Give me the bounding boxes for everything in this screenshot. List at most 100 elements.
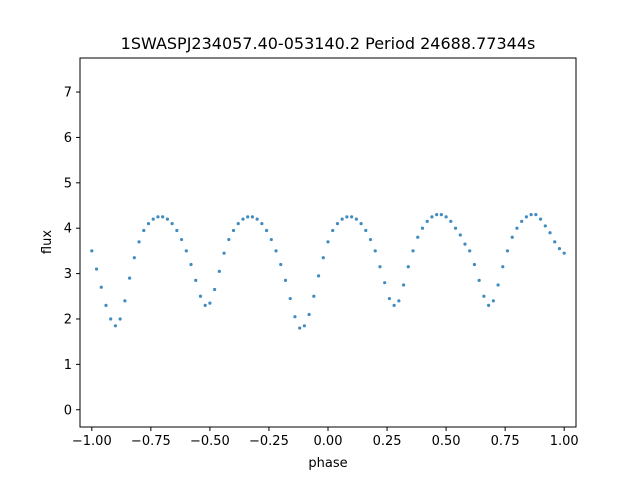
data-point <box>468 249 472 253</box>
data-point <box>463 242 467 246</box>
data-point <box>231 228 236 233</box>
data-point <box>274 249 278 253</box>
data-point <box>165 217 169 221</box>
data-point <box>453 226 458 230</box>
data-point <box>151 217 155 221</box>
x-tick-label: 0.25 <box>373 434 402 449</box>
data-point <box>501 265 505 269</box>
data-point <box>477 278 481 282</box>
y-axis-label: flux <box>40 230 55 254</box>
y-tick-label: 6 <box>64 131 72 146</box>
data-point <box>222 251 226 255</box>
data-point <box>543 224 547 228</box>
chart-title: 1SWASPJ234057.40-053140.2 Period 24688.7… <box>121 34 536 53</box>
data-point <box>279 262 283 267</box>
data-point <box>487 303 491 307</box>
data-point <box>90 249 94 253</box>
data-point <box>482 294 486 298</box>
data-point <box>298 326 302 330</box>
data-point <box>534 212 538 217</box>
data-point <box>354 217 358 221</box>
data-point <box>208 301 212 305</box>
data-point <box>227 237 231 242</box>
data-point <box>491 299 495 303</box>
data-point <box>260 222 264 226</box>
data-point <box>246 215 250 219</box>
data-point <box>161 215 165 219</box>
x-axis-label: phase <box>308 456 347 471</box>
data-point <box>99 285 103 289</box>
data-point <box>520 219 524 223</box>
data-point <box>345 215 349 219</box>
data-point <box>383 281 387 285</box>
data-point <box>179 237 184 242</box>
data-point <box>104 303 108 307</box>
y-tick-label: 7 <box>64 86 72 101</box>
data-point <box>378 265 382 269</box>
data-point <box>255 217 259 221</box>
data-point <box>302 324 306 328</box>
data-point <box>156 215 160 219</box>
data-point <box>529 212 533 217</box>
data-point <box>321 256 325 260</box>
data-point <box>137 240 141 244</box>
data-point <box>505 249 510 253</box>
data-point <box>146 222 151 226</box>
data-point <box>548 231 552 235</box>
data-point <box>538 217 543 221</box>
x-tick-label: 0.75 <box>491 434 520 449</box>
x-tick-label: −0.50 <box>190 434 230 449</box>
y-tick-label: 3 <box>64 267 72 282</box>
data-point <box>184 249 188 253</box>
x-tick-label: 0.00 <box>314 434 343 449</box>
data-point <box>236 222 240 226</box>
data-point <box>449 219 453 223</box>
data-point <box>335 222 340 226</box>
y-tick-label: 0 <box>64 403 72 418</box>
data-point <box>496 283 500 287</box>
data-point <box>269 237 273 242</box>
x-tick-label: −1.00 <box>72 434 112 449</box>
data-point <box>194 278 198 282</box>
data-point <box>128 276 132 280</box>
x-tick-label: 1.00 <box>550 434 579 449</box>
data-point <box>392 303 396 307</box>
data-point <box>458 233 462 237</box>
data-point <box>307 312 311 317</box>
data-point <box>510 235 514 239</box>
data-point <box>217 269 221 273</box>
data-point <box>373 249 377 253</box>
data-point <box>562 251 566 255</box>
data-point <box>326 240 330 244</box>
x-tick-label: −0.75 <box>131 434 171 449</box>
data-point <box>340 217 344 221</box>
y-tick-label: 5 <box>64 176 72 191</box>
data-point <box>416 235 420 239</box>
data-point <box>189 262 193 267</box>
data-point <box>293 315 297 319</box>
y-tick-label: 1 <box>64 358 72 373</box>
data-point <box>553 240 557 244</box>
data-point <box>515 226 519 230</box>
data-point <box>94 267 99 271</box>
data-point <box>118 317 122 321</box>
data-point <box>411 249 415 253</box>
data-point <box>387 296 392 301</box>
data-point <box>472 262 477 267</box>
data-point <box>113 324 118 328</box>
data-point <box>175 228 179 233</box>
data-point <box>331 228 335 233</box>
data-point <box>420 226 425 230</box>
x-tick-label: 0.50 <box>432 434 461 449</box>
data-point <box>435 212 439 217</box>
data-point <box>288 296 292 301</box>
data-point <box>213 287 217 292</box>
data-point <box>401 283 406 287</box>
data-point <box>444 215 448 219</box>
data-point <box>439 212 443 217</box>
data-point <box>109 317 113 321</box>
data-point <box>198 294 203 298</box>
